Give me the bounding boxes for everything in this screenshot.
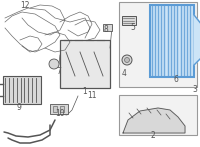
Text: 11: 11 <box>87 91 97 101</box>
Bar <box>103 24 112 31</box>
Text: 9: 9 <box>17 102 21 112</box>
Bar <box>122 16 136 25</box>
Text: 5: 5 <box>131 24 135 32</box>
Circle shape <box>122 55 132 65</box>
Text: 12: 12 <box>20 0 30 10</box>
Bar <box>150 5 194 77</box>
Bar <box>3 76 41 104</box>
Bar <box>60 40 110 88</box>
Polygon shape <box>123 108 185 133</box>
Circle shape <box>124 57 130 62</box>
Text: 1: 1 <box>83 86 87 96</box>
Text: 10: 10 <box>55 110 65 118</box>
Text: 3: 3 <box>193 85 197 93</box>
Text: 4: 4 <box>122 70 126 78</box>
Text: 8: 8 <box>104 25 108 34</box>
Text: 6: 6 <box>174 75 178 83</box>
Polygon shape <box>194 15 200 65</box>
Circle shape <box>49 59 59 69</box>
Bar <box>119 95 197 135</box>
Bar <box>50 104 68 114</box>
Text: 2: 2 <box>151 132 155 141</box>
Text: 7: 7 <box>57 67 61 76</box>
Bar <box>119 2 197 87</box>
Bar <box>60 106 64 112</box>
Bar <box>53 106 57 112</box>
